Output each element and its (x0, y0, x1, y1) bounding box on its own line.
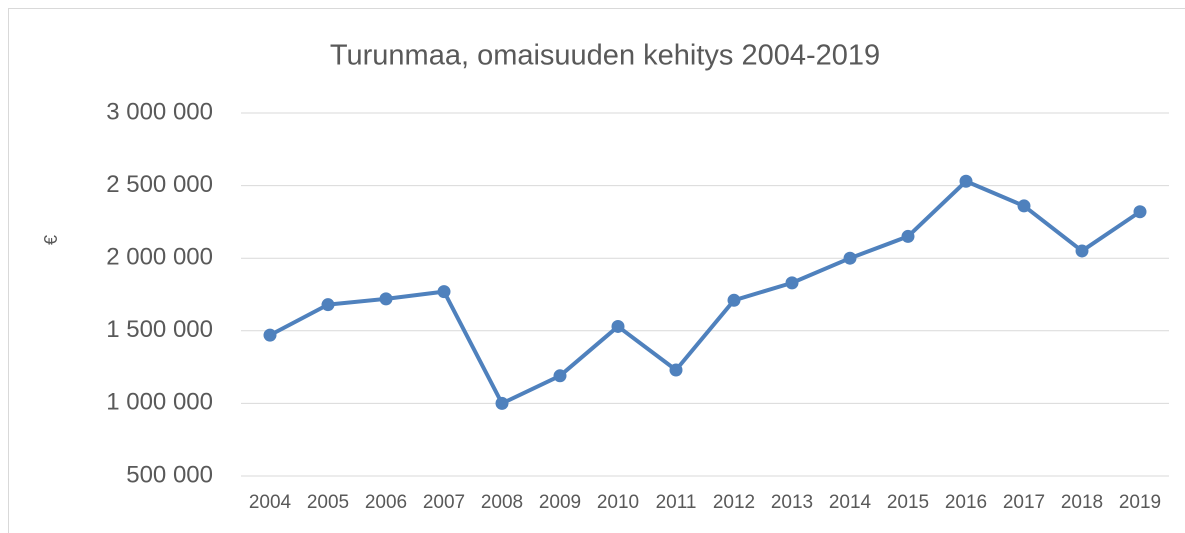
y-tick-label: 500 000 (126, 461, 213, 488)
x-tick-label: 2009 (539, 492, 581, 513)
data-point (263, 328, 277, 342)
data-point (669, 363, 683, 377)
x-tick-label: 2014 (829, 492, 872, 513)
data-point (1133, 205, 1147, 219)
data-point (959, 174, 973, 188)
data-line (269, 179, 1142, 406)
data-point (495, 396, 509, 410)
data-point (321, 298, 335, 312)
chart-title: Turunmaa, omaisuuden kehitys 2004-2019 (330, 40, 880, 72)
x-tick-label: 2011 (656, 492, 697, 513)
data-point (901, 229, 915, 243)
y-tick-label: 3 000 000 (106, 98, 213, 125)
y-axis-label: € (41, 235, 61, 245)
chart-frame (8, 8, 1185, 533)
data-point (785, 276, 799, 290)
x-tick-label: 2010 (597, 492, 639, 513)
x-tick-label: 2012 (713, 492, 755, 513)
data-point (553, 369, 567, 383)
x-tick-label: 2016 (945, 492, 987, 513)
data-point (727, 293, 741, 307)
data-point (1075, 244, 1089, 258)
y-tick-label: 2 000 000 (106, 244, 213, 271)
data-point (379, 292, 393, 306)
data-point (1017, 199, 1031, 213)
x-tick-label: 2019 (1119, 492, 1161, 513)
x-tick-label: 2018 (1061, 492, 1103, 513)
data-point (843, 251, 857, 265)
x-tick-label: 2013 (771, 492, 813, 513)
y-tick-label: 2 500 000 (106, 171, 213, 198)
x-tick-label: 2007 (423, 492, 465, 513)
y-tick-label: 1 500 000 (106, 316, 213, 343)
x-tick-label: 2004 (249, 492, 292, 513)
x-tick-label: 2005 (307, 492, 349, 513)
data-point (611, 319, 625, 333)
x-tick-label: 2006 (365, 492, 407, 513)
y-tick-label: 1 000 000 (106, 389, 213, 416)
x-tick-label: 2008 (481, 492, 523, 513)
x-tick-label: 2015 (887, 492, 929, 513)
data-point (437, 285, 451, 299)
x-tick-label: 2017 (1003, 492, 1045, 513)
